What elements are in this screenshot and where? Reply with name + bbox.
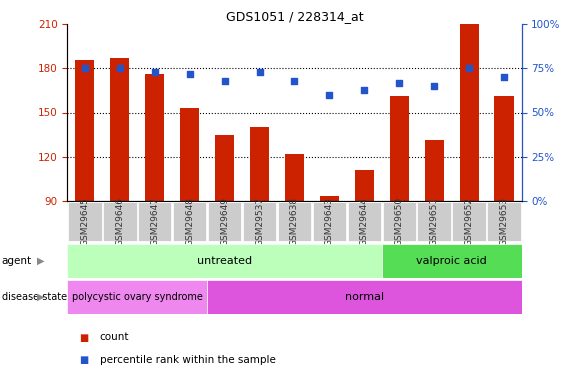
Text: count: count [100, 333, 129, 342]
Text: ■: ■ [79, 333, 88, 342]
Text: GSM29652: GSM29652 [465, 197, 473, 246]
Bar [313, 202, 346, 242]
Text: disease state: disease state [2, 292, 67, 302]
Point [465, 65, 474, 71]
Bar [417, 202, 451, 242]
Bar [488, 202, 521, 242]
Text: GSM29648: GSM29648 [185, 197, 194, 246]
Bar [390, 96, 409, 201]
Bar [320, 196, 339, 201]
Text: GSM29650: GSM29650 [395, 197, 404, 246]
Bar [250, 127, 269, 201]
Text: ▶: ▶ [37, 256, 45, 266]
Bar [173, 202, 206, 242]
Bar [425, 140, 444, 201]
Bar [215, 135, 234, 201]
Bar [383, 202, 416, 242]
Text: GSM29646: GSM29646 [115, 197, 124, 246]
Bar [278, 202, 311, 242]
Text: polycystic ovary syndrome: polycystic ovary syndrome [72, 292, 203, 302]
Text: GSM29537: GSM29537 [255, 197, 264, 246]
Point [150, 69, 159, 75]
Bar [145, 74, 164, 201]
Bar [75, 60, 94, 201]
Bar [208, 202, 241, 242]
Point [115, 65, 124, 71]
Bar [285, 154, 304, 201]
Bar [67, 244, 382, 278]
Text: GSM29651: GSM29651 [430, 197, 439, 246]
Point [290, 78, 299, 84]
Text: GSM29653: GSM29653 [500, 197, 509, 246]
Bar [382, 244, 522, 278]
Bar [452, 202, 486, 242]
Bar [459, 24, 479, 201]
Point [394, 80, 404, 86]
Text: GSM29647: GSM29647 [150, 197, 159, 246]
Text: untreated: untreated [197, 256, 252, 266]
Point [80, 65, 90, 71]
Point [360, 87, 369, 93]
Bar [68, 202, 101, 242]
Point [325, 92, 334, 98]
Bar [495, 96, 514, 201]
Bar [243, 202, 277, 242]
Bar [347, 202, 381, 242]
Text: ▶: ▶ [37, 292, 45, 302]
Text: percentile rank within the sample: percentile rank within the sample [100, 355, 275, 365]
Bar [110, 58, 130, 201]
Bar [67, 280, 207, 314]
Bar [180, 108, 199, 201]
Bar [207, 280, 522, 314]
Text: GSM29643: GSM29643 [325, 197, 334, 246]
Text: ■: ■ [79, 355, 88, 365]
Text: GSM29649: GSM29649 [220, 197, 229, 246]
Text: GSM29638: GSM29638 [290, 197, 299, 246]
Point [255, 69, 264, 75]
Text: GSM29644: GSM29644 [360, 197, 369, 246]
Text: normal: normal [345, 292, 384, 302]
Point [430, 83, 439, 89]
Point [185, 71, 195, 77]
Point [499, 74, 509, 80]
Bar [103, 202, 137, 242]
Bar [355, 170, 374, 201]
Text: valproic acid: valproic acid [416, 256, 487, 266]
Point [220, 78, 229, 84]
Title: GDS1051 / 228314_at: GDS1051 / 228314_at [226, 10, 363, 23]
Text: GSM29645: GSM29645 [80, 197, 89, 246]
Bar [138, 202, 172, 242]
Text: agent: agent [2, 256, 32, 266]
